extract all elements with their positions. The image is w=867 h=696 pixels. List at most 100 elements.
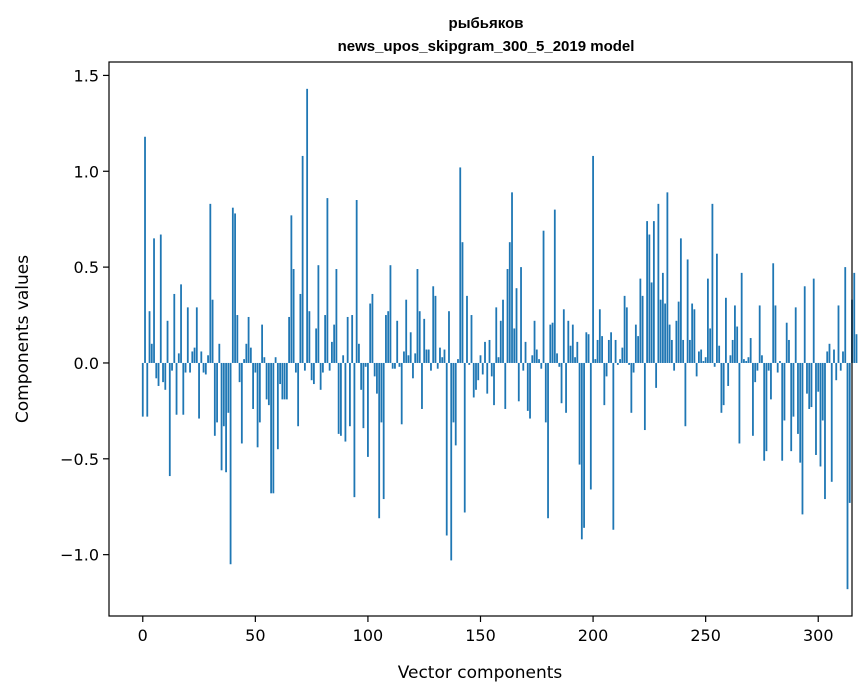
bar-13 — [171, 362, 173, 371]
bar-6 — [155, 362, 158, 379]
bar-74 — [308, 311, 311, 363]
bar-61 — [279, 362, 282, 385]
bar-183 — [553, 209, 556, 363]
bar-187 — [562, 309, 565, 363]
bar-18 — [182, 362, 185, 415]
bar-181 — [549, 324, 552, 363]
bar-276 — [763, 362, 766, 461]
bar-305 — [828, 343, 831, 363]
bar-142 — [461, 242, 464, 363]
bar-312 — [844, 267, 847, 363]
bar-123 — [418, 311, 421, 363]
bar-196 — [583, 362, 585, 528]
bar-255 — [716, 253, 718, 363]
bar-291 — [797, 362, 799, 434]
bar-129 — [432, 286, 435, 363]
bar-106 — [380, 362, 383, 423]
bar-180 — [547, 362, 549, 519]
bar-148 — [475, 362, 477, 390]
bar-221 — [639, 278, 642, 363]
bar-47 — [247, 316, 250, 363]
bar-143 — [463, 362, 466, 513]
bar-14 — [173, 293, 176, 363]
bar-96 — [358, 343, 360, 363]
chart-title-line2: news_upos_skipgram_300_5_2019 model — [338, 38, 635, 55]
bar-161 — [504, 362, 507, 409]
bar-194 — [578, 362, 581, 465]
bar-83 — [328, 362, 331, 371]
bar-301 — [819, 362, 822, 467]
bar-77 — [315, 328, 318, 363]
bar-69 — [297, 362, 300, 427]
bar-144 — [466, 295, 468, 363]
bar-213 — [621, 347, 624, 363]
bar-55 — [265, 362, 268, 400]
bar-266 — [740, 272, 743, 363]
bar-141 — [459, 167, 462, 363]
bar-219 — [634, 324, 637, 363]
bar-90 — [344, 362, 347, 442]
bar-94 — [353, 362, 356, 498]
bar-271 — [752, 362, 754, 436]
bar-151 — [481, 362, 484, 375]
bar-108 — [385, 315, 387, 363]
bar-298 — [812, 278, 815, 363]
bar-124 — [421, 362, 423, 409]
bar-175 — [535, 349, 538, 363]
bar-184 — [556, 353, 558, 363]
bar-38 — [227, 362, 230, 413]
bar-98 — [362, 362, 365, 429]
bar-247 — [698, 351, 700, 363]
bar-208 — [610, 332, 612, 363]
bar-20 — [186, 307, 189, 363]
bar-131 — [436, 362, 439, 369]
bar-286 — [785, 322, 788, 363]
bar-192 — [574, 357, 576, 363]
bar-246 — [695, 362, 698, 377]
bar-110 — [389, 265, 392, 363]
bar-79 — [319, 362, 322, 390]
bar-249 — [702, 361, 705, 363]
bar-263 — [734, 305, 736, 363]
bar-311 — [842, 351, 844, 363]
y-tick-label: 0.0 — [74, 354, 99, 373]
bar-145 — [468, 362, 471, 365]
bar-125 — [423, 318, 426, 363]
bar-56 — [267, 362, 270, 406]
bar-138 — [452, 362, 455, 423]
bar-207 — [607, 339, 610, 363]
bar-33 — [216, 362, 218, 423]
bar-153 — [486, 362, 489, 394]
y-tick-label: −1.0 — [60, 546, 99, 565]
bar-146 — [470, 315, 473, 363]
bar-188 — [565, 362, 567, 413]
bar-210 — [614, 339, 617, 363]
bar-182 — [551, 322, 554, 363]
bar-157 — [495, 307, 498, 363]
bar-104 — [376, 362, 378, 394]
bar-230 — [659, 299, 662, 363]
bar-177 — [540, 362, 543, 369]
bar-209 — [612, 362, 615, 530]
bar-45 — [243, 359, 245, 363]
bar-111 — [391, 362, 394, 369]
bar-237 — [675, 320, 678, 363]
bar-137 — [450, 362, 453, 561]
bar-275 — [761, 355, 763, 363]
bar-229 — [657, 203, 660, 363]
bar-256 — [718, 345, 721, 363]
bar-307 — [833, 349, 835, 363]
bar-115 — [400, 362, 403, 425]
bar-54 — [263, 357, 266, 363]
bar-51 — [256, 362, 259, 448]
bar-218 — [632, 362, 635, 373]
bar-10 — [164, 362, 167, 390]
bar-228 — [655, 362, 658, 388]
bar-240 — [682, 339, 685, 363]
bar-87 — [337, 362, 340, 434]
bar-48 — [249, 347, 252, 363]
bar-283 — [779, 361, 781, 363]
bar-288 — [790, 362, 793, 452]
bar-163 — [508, 242, 511, 363]
x-tick-label: 150 — [465, 626, 496, 645]
